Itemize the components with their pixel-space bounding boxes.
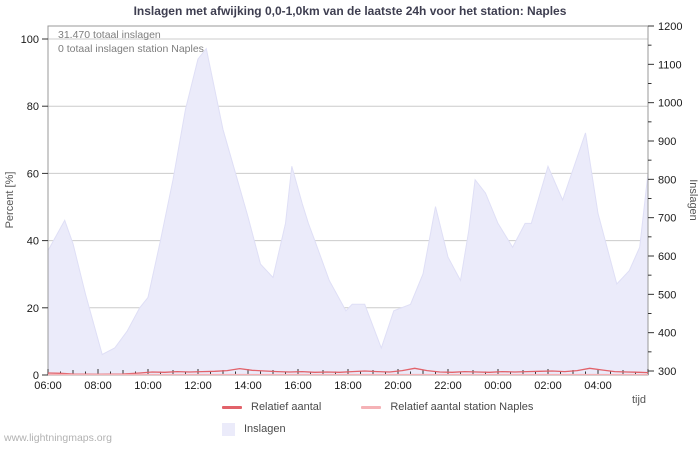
y-left-axis-title: Percent [%]	[4, 172, 16, 229]
x-tick-label: 12:00	[184, 380, 212, 392]
y-right-axis-title: Inslagen	[687, 179, 699, 221]
y-left-tick-label: 100	[21, 34, 39, 46]
legend-item-relatief-aantal-station: Relatief aantal station Naples	[361, 401, 533, 413]
line-path-relatief-aantal	[47, 367, 649, 375]
y-left-tick-label: 80	[27, 101, 39, 113]
y-right-tick-label: 800	[658, 174, 676, 186]
x-tick-label: 06:00	[34, 380, 62, 392]
x-tick-label: 18:00	[334, 380, 362, 392]
y-right-tick-label: 1100	[658, 59, 682, 71]
y-right-tick-label: 300	[658, 366, 676, 378]
y-right-tick-label: 500	[658, 289, 676, 301]
y-left-tick-label: 20	[27, 303, 39, 315]
y-right-tick-label: 1000	[658, 98, 682, 110]
inslagen-area-series	[47, 47, 649, 376]
y-right-tick-label: 900	[658, 136, 676, 148]
x-tick-label: 02:00	[534, 380, 562, 392]
legend-row-2: Inslagen	[222, 418, 573, 440]
legend-line-swatch-red	[222, 405, 242, 409]
x-tick-label: 00:00	[484, 380, 512, 392]
y-right-tick-label: 400	[658, 328, 676, 340]
x-tick-label: 10:00	[134, 380, 162, 392]
legend-label-relatief-aantal: Relatief aantal	[251, 401, 322, 413]
area-path-inslagen	[47, 47, 649, 376]
legend: Relatief aantal Relatief aantal station …	[222, 396, 573, 440]
legend-row-1: Relatief aantal Relatief aantal station …	[222, 396, 573, 418]
axis-tick-labels: 0 20 40 60 80 100 300 400 500 600 700 800 900 1000 110…	[21, 21, 683, 392]
x-tick-label: 22:00	[434, 380, 462, 392]
y-left-tick-label: 60	[27, 168, 39, 180]
legend-item-relatief-aantal: Relatief aantal	[222, 401, 321, 413]
y-left-tick-label: 40	[27, 236, 39, 248]
line-series	[47, 367, 649, 376]
watermark-url: www.lightningmaps.org	[4, 432, 112, 444]
x-tick-label: 16:00	[284, 380, 312, 392]
x-tick-label: 20:00	[384, 380, 412, 392]
y-left-tick-label: 0	[33, 370, 39, 382]
chart-title: Inslagen met afwijking 0,0-1,0km van de …	[133, 4, 567, 18]
annotation-total-inslagen: 31.470 totaal inslagen	[58, 29, 161, 41]
y-right-tick-label: 600	[658, 251, 676, 263]
x-tick-label: 14:00	[234, 380, 262, 392]
x-tick-label: 08:00	[84, 380, 112, 392]
legend-item-inslagen: Inslagen	[222, 422, 286, 436]
legend-label-relatief-aantal-station: Relatief aantal station Naples	[390, 401, 534, 413]
x-axis-title: tijd	[632, 394, 646, 406]
legend-line-swatch-pink	[361, 405, 382, 409]
legend-area-swatch-lavender	[222, 422, 235, 436]
y-right-tick-label: 700	[658, 213, 676, 225]
legend-label-inslagen: Inslagen	[244, 423, 286, 435]
annotation-station-inslagen: 0 totaal inslagen station Naples	[58, 43, 204, 55]
x-tick-label: 04:00	[584, 380, 612, 392]
y-right-tick-label: 1200	[658, 21, 682, 33]
